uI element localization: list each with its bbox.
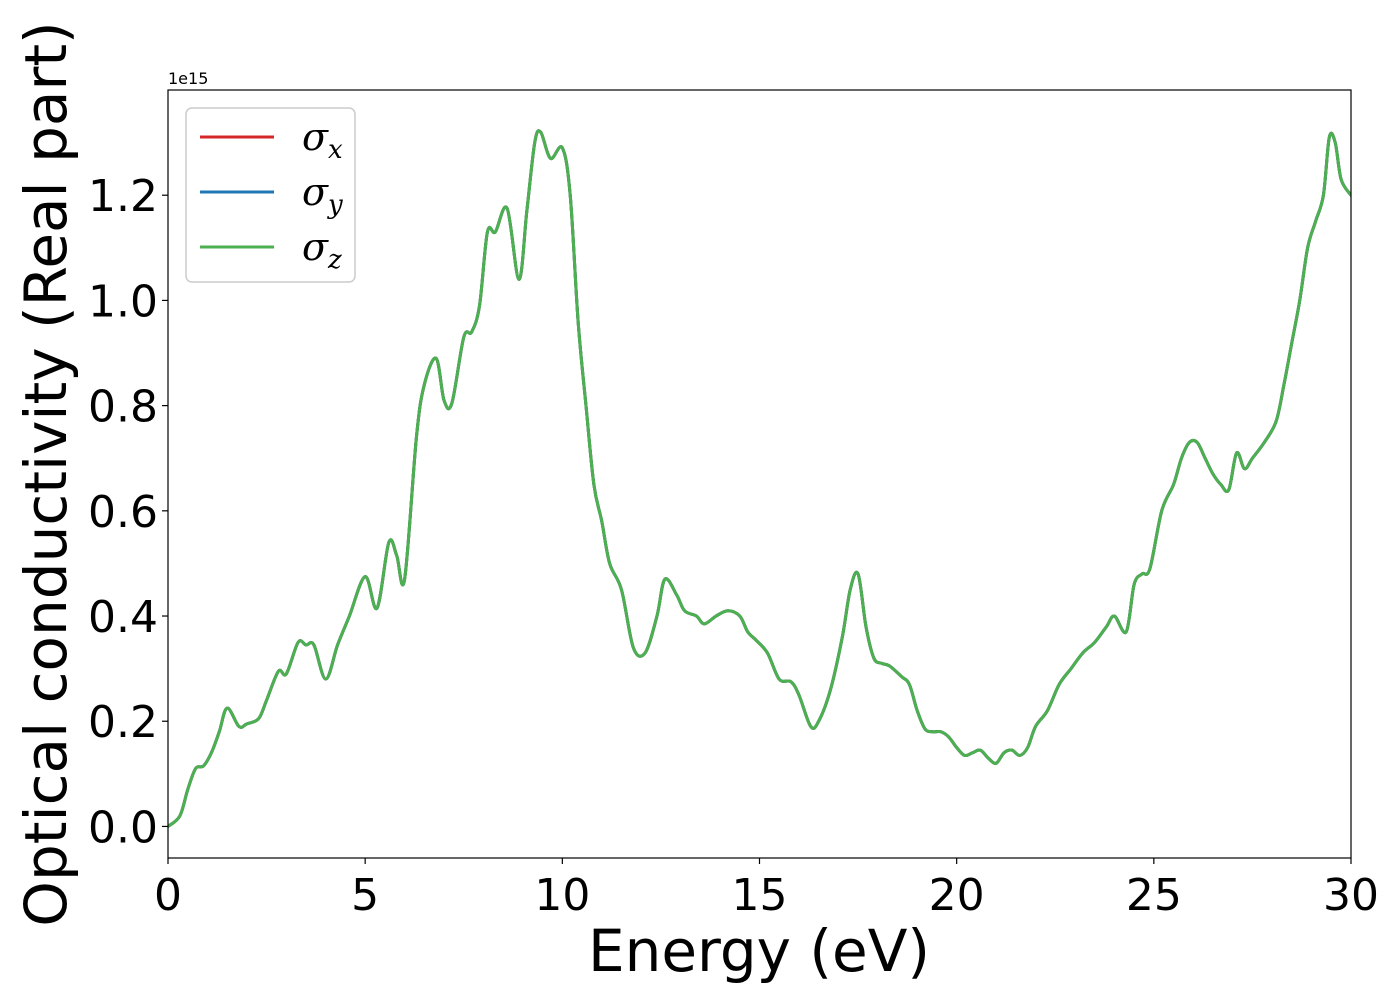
y-tick-label: 1.0 [88,276,158,327]
legend-label-y: σy [302,170,343,220]
legend-label-x: σx [302,115,343,165]
y-tick-label: 1.2 [88,171,158,222]
series-line-3 [168,129,1351,828]
y-tick-label: 0.4 [88,592,158,643]
y-axis-offset-text: 1e15 [168,69,208,88]
y-tick-label: 0.6 [88,487,158,538]
series-layer [168,129,1351,828]
y-tick-label: 0.0 [88,802,158,853]
y-axis-ticks: 0.0 0.2 0.4 0.6 0.8 1.0 1.2 [88,171,168,853]
x-axis-ticks: 0 5 10 15 20 25 30 [154,858,1379,921]
y-tick-label: 0.2 [88,697,158,748]
x-tick-label: 25 [1126,870,1182,921]
x-tick-label: 15 [732,870,788,921]
x-tick-label: 0 [154,870,182,921]
legend-box [185,107,356,283]
legend-label-z: σz [302,225,342,275]
y-tick-label: 0.8 [88,382,158,433]
x-tick-label: 5 [351,870,379,921]
x-tick-label: 20 [929,870,985,921]
x-axis-label: Energy (eV) [588,917,930,985]
x-tick-label: 10 [534,870,590,921]
x-tick-label: 30 [1323,870,1379,921]
y-axis-label: Optical conductivity (Real part) [12,21,80,926]
